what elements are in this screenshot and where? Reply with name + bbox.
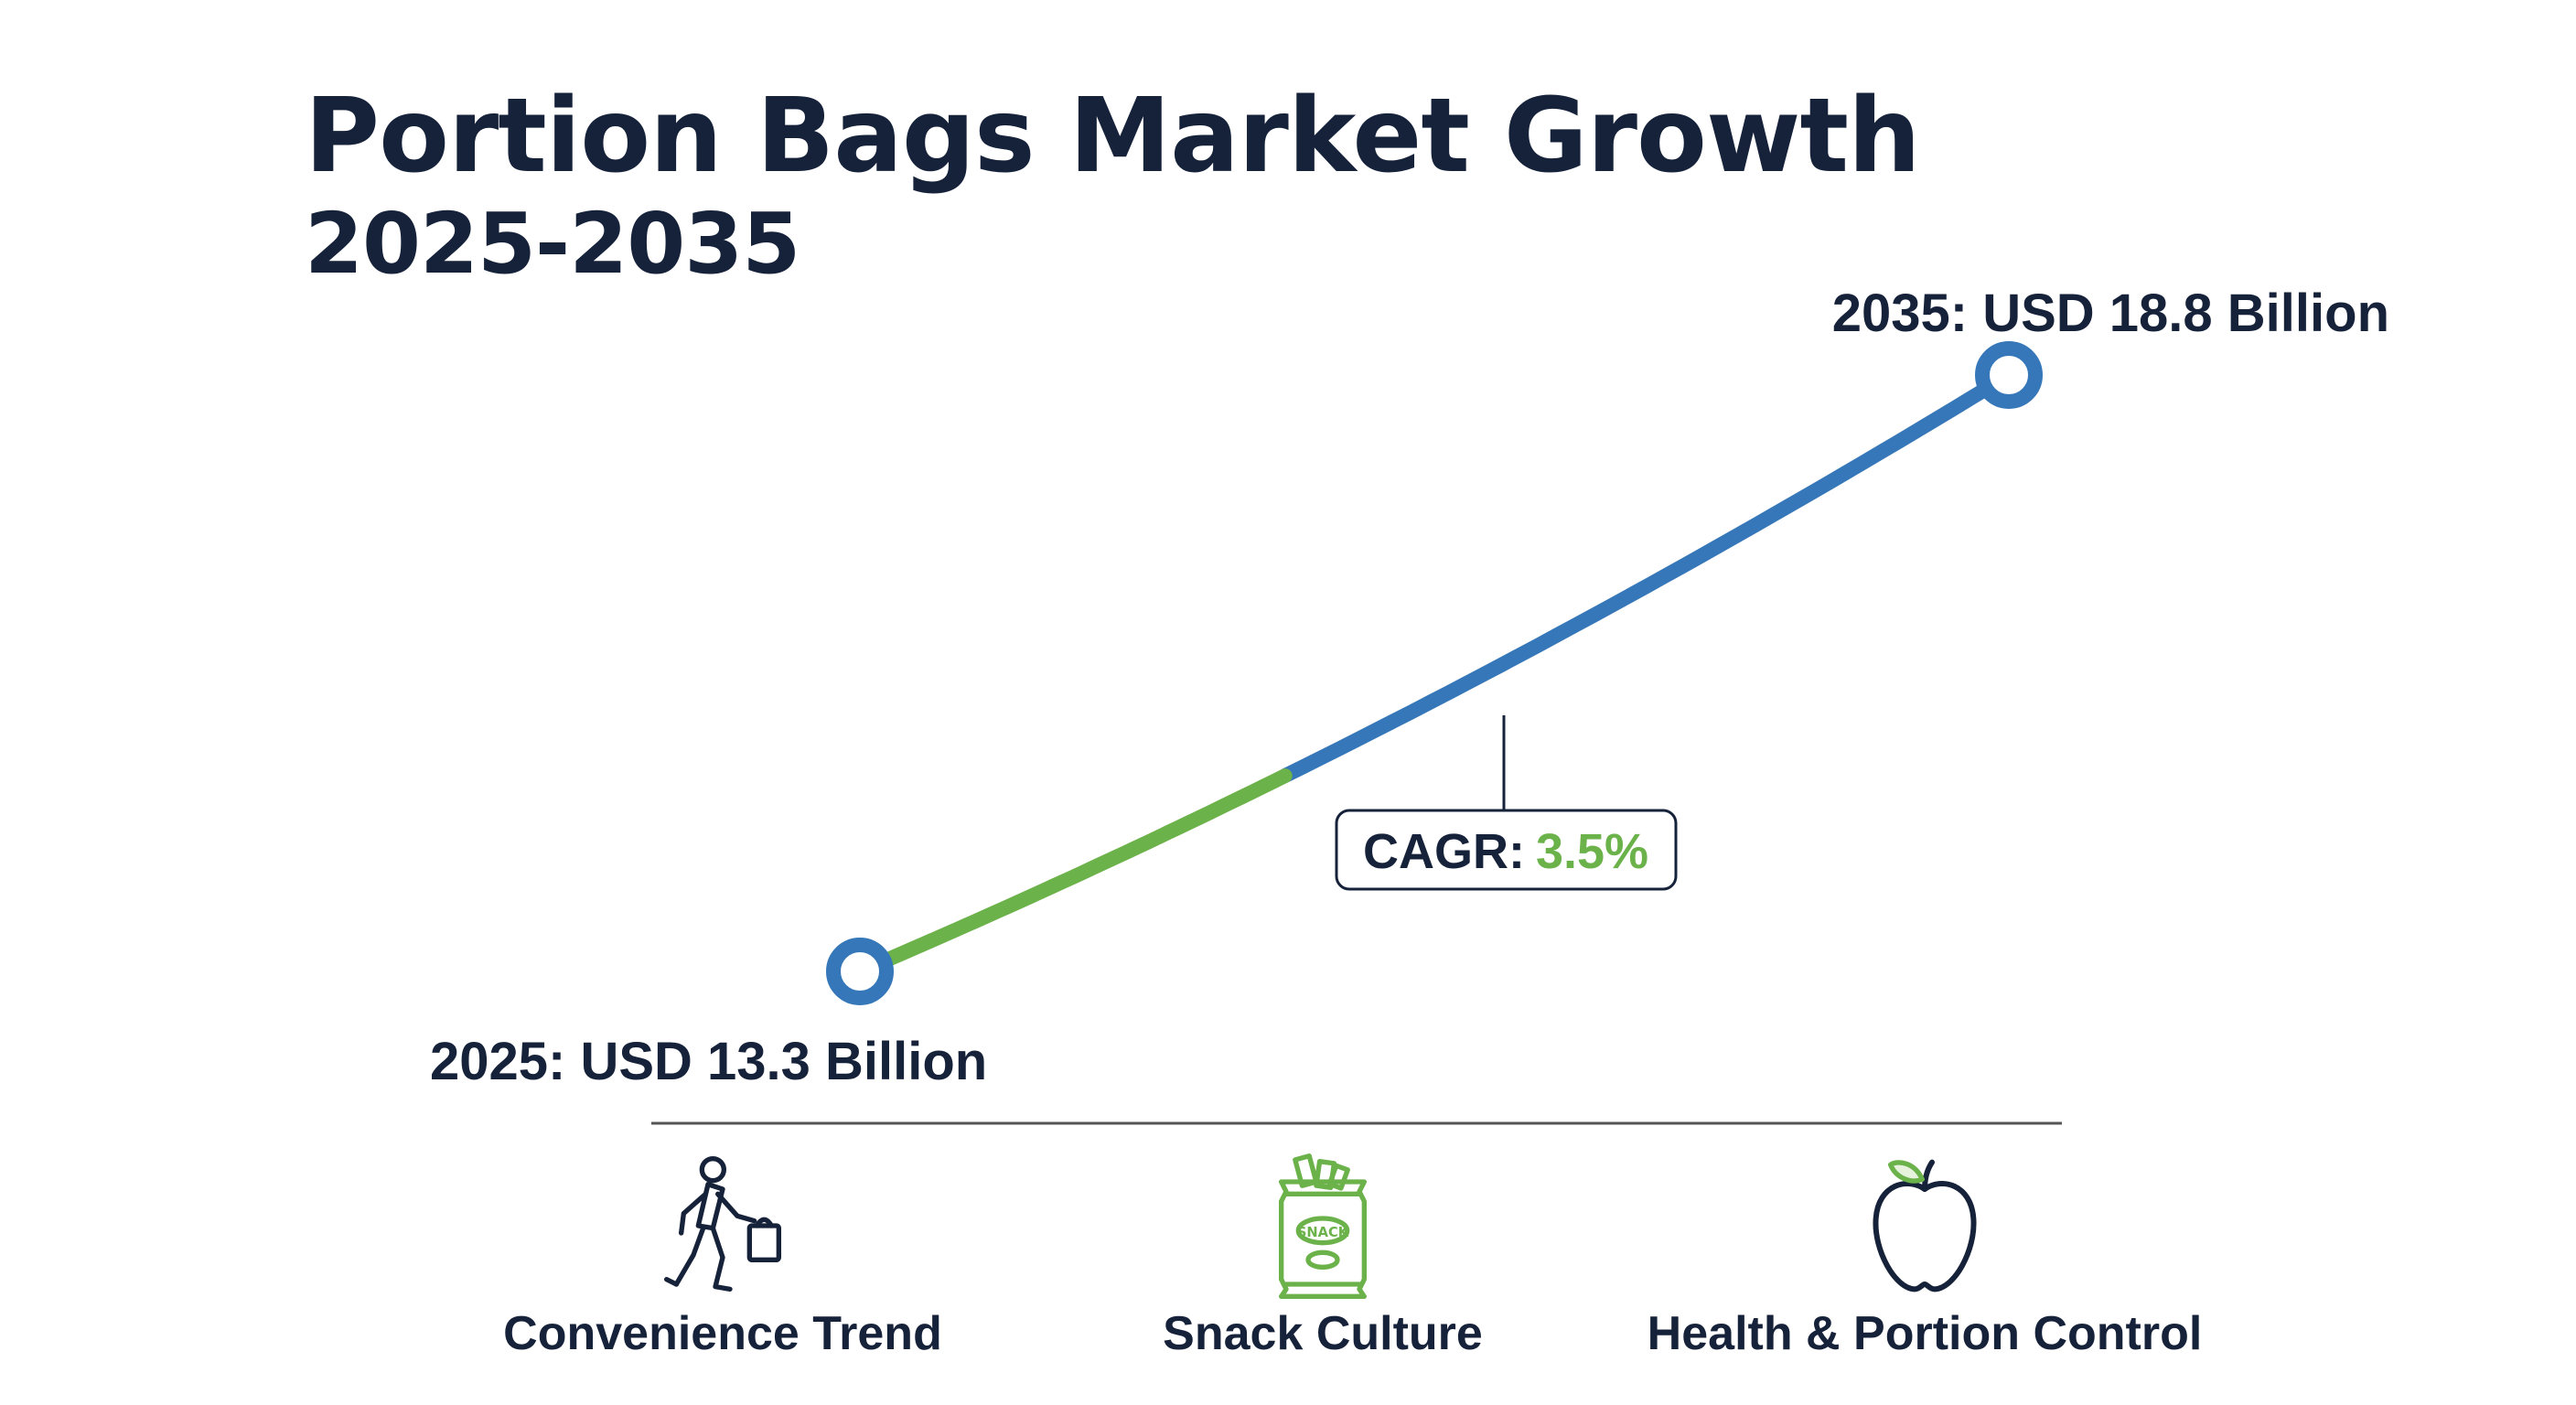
driver-label: Snack Culture (1163, 1307, 1483, 1360)
cagr-box (1335, 809, 1678, 891)
driver-snack-culture: SNACK Snack Culture (1003, 1153, 1643, 1361)
data-point-2025 (826, 938, 894, 1005)
series-line-early (853, 768, 1293, 979)
driver-label: Health & Portion Control (1647, 1307, 2203, 1360)
chart-title: Portion Bags Market Growth (305, 77, 1921, 196)
driver-label: Convenience Trend (503, 1307, 942, 1360)
series-line-late (1277, 368, 2016, 784)
data-point-2035 (1975, 341, 2043, 409)
data-label-2025: 2025: USD 13.3 Billion (430, 1032, 987, 1091)
cagr-label: CAGR: 3.5% (1363, 824, 1648, 879)
svg-text:SNACK: SNACK (1297, 1225, 1349, 1240)
apple-icon (1873, 1159, 1977, 1292)
chart-subtitle: 2025-2035 (305, 195, 800, 293)
person-walking-with-bag-icon (664, 1156, 781, 1292)
driver-convenience-trend: Convenience Trend (402, 1153, 1043, 1361)
snack-bag-icon: SNACK (1279, 1153, 1367, 1299)
driver-health-portion-control: Health & Portion Control (1605, 1153, 2245, 1361)
data-label-2035: 2035: USD 18.8 Billion (1832, 284, 2389, 343)
